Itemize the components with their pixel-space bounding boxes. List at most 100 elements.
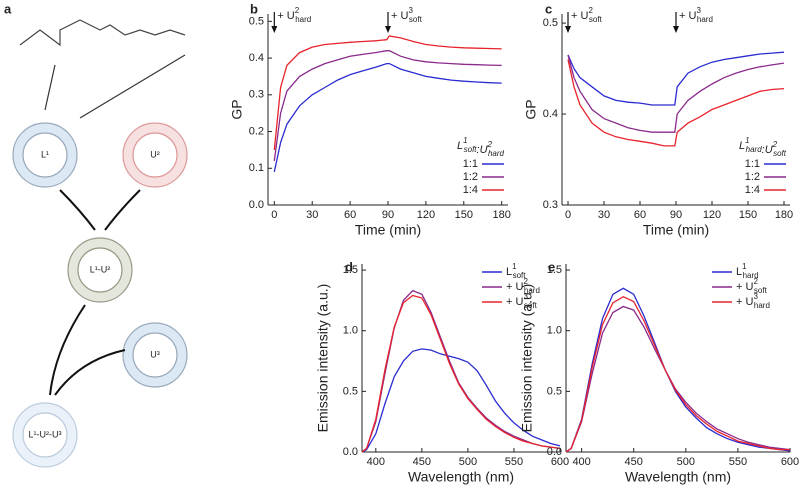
y-tick-label: 0.5 bbox=[249, 15, 264, 27]
label-sub: hard bbox=[754, 301, 770, 310]
y-tick-label: 1.0 bbox=[343, 325, 358, 337]
vesicle bbox=[132, 132, 178, 178]
x-tick-label: 0 bbox=[565, 209, 571, 221]
x-tick-label: 0 bbox=[271, 209, 277, 221]
label-sub: hard bbox=[697, 15, 713, 24]
label-part: L bbox=[739, 140, 745, 152]
label-sup: 2 bbox=[487, 140, 493, 149]
legend-label: + U2 hard bbox=[506, 277, 540, 295]
vesicle bbox=[132, 332, 178, 378]
vesicle bbox=[22, 412, 68, 458]
arrow bbox=[54, 349, 126, 396]
arrow-head bbox=[565, 26, 571, 33]
label-sub: soft bbox=[464, 145, 478, 154]
arrow bbox=[49, 304, 86, 396]
x-tick-label: 500 bbox=[677, 456, 695, 468]
series-line bbox=[273, 50, 502, 161]
y-tick-label: 1.5 bbox=[547, 264, 562, 276]
annotation: + U2 soft bbox=[571, 6, 603, 24]
molecule bbox=[19, 19, 186, 47]
y-tick-label: 0.0 bbox=[547, 446, 562, 458]
label-part: L bbox=[506, 266, 512, 278]
y-tick-label: 0.4 bbox=[543, 108, 558, 120]
series-line bbox=[567, 59, 785, 147]
label-sub: soft bbox=[589, 15, 603, 24]
y-tick-label: 0.2 bbox=[249, 125, 264, 137]
x-tick-label: 550 bbox=[505, 456, 523, 468]
label-sup: 1 bbox=[463, 136, 467, 145]
legend-label: 1:2 bbox=[745, 171, 760, 183]
label-part: + U bbox=[679, 10, 696, 22]
label-part: L bbox=[736, 266, 742, 278]
node-label: L¹ bbox=[41, 149, 49, 159]
legend-label: + U3 soft bbox=[506, 292, 538, 310]
label-sup: 2 bbox=[295, 6, 300, 15]
y-axis-label: GP bbox=[229, 99, 245, 119]
label-sub: hard bbox=[488, 149, 505, 158]
node-label: L¹-U²-U³ bbox=[29, 429, 62, 439]
y-tick-label: 0.1 bbox=[249, 162, 264, 174]
annotation: + U2 hard bbox=[277, 6, 311, 24]
label-part: + U bbox=[391, 10, 408, 22]
x-tick-label: 600 bbox=[781, 456, 799, 468]
label-sup: 3 bbox=[696, 6, 701, 15]
label-part: + U bbox=[736, 281, 753, 293]
arrow-head bbox=[673, 26, 679, 33]
panel-label: a bbox=[4, 1, 12, 16]
label-sup: 1 bbox=[512, 262, 517, 271]
x-axis-label: Time (min) bbox=[355, 222, 421, 238]
y-tick-label: 0.3 bbox=[249, 89, 264, 101]
label-sub: hard bbox=[743, 271, 759, 280]
y-axis-label: Emission intensity (a.u.) bbox=[519, 284, 535, 433]
series-line bbox=[567, 51, 785, 106]
series-line bbox=[565, 287, 791, 453]
panel-label: d bbox=[345, 259, 353, 274]
label-sup: 2 bbox=[772, 140, 778, 149]
series-line bbox=[273, 35, 502, 150]
label-sup: 1 bbox=[742, 262, 747, 271]
x-tick-label: 500 bbox=[459, 456, 477, 468]
x-tick-label: 180 bbox=[493, 209, 511, 221]
y-tick-label: 0.3 bbox=[543, 199, 558, 211]
legend-label: 1:4 bbox=[463, 184, 478, 196]
x-tick-label: 60 bbox=[344, 209, 356, 221]
annotation: + U3 soft bbox=[391, 6, 423, 24]
legend-label: 1:1 bbox=[463, 158, 478, 170]
label-sub: soft bbox=[773, 149, 787, 158]
label-part: + U bbox=[277, 10, 294, 22]
legend-label: 1:1 bbox=[745, 158, 760, 170]
label-part: L bbox=[457, 140, 463, 152]
label-sup: 2 bbox=[523, 277, 528, 286]
node-label: L¹-U² bbox=[90, 264, 111, 274]
label-sub: hard bbox=[746, 145, 763, 154]
label-part: :U bbox=[762, 144, 773, 156]
x-axis-label: Wavelength (nm) bbox=[408, 469, 514, 485]
label-sup: 2 bbox=[588, 6, 593, 15]
legend-label: 1:2 bbox=[463, 171, 478, 183]
x-axis-label: Wavelength (nm) bbox=[625, 469, 731, 485]
y-tick-label: 0.0 bbox=[343, 446, 358, 458]
label-part: + U bbox=[506, 281, 523, 293]
y-axis-label: Emission intensity (a.u.) bbox=[315, 284, 331, 433]
y-tick-label: 1.0 bbox=[547, 325, 562, 337]
x-tick-label: 450 bbox=[625, 456, 643, 468]
x-tick-label: 180 bbox=[775, 209, 793, 221]
series-line bbox=[361, 348, 561, 453]
x-tick-label: 550 bbox=[729, 456, 747, 468]
x-tick-label: 600 bbox=[551, 456, 569, 468]
y-tick-label: 0.4 bbox=[249, 52, 264, 64]
legend-title: L1 hard:U2 soft bbox=[739, 136, 787, 158]
x-axis-label: Time (min) bbox=[643, 222, 709, 238]
label-sub: soft bbox=[409, 15, 423, 24]
x-tick-label: 90 bbox=[382, 209, 394, 221]
legend-title: L1 soft:U2 hard bbox=[457, 136, 505, 158]
connector bbox=[44, 64, 56, 111]
annotation: + U3 hard bbox=[679, 6, 713, 24]
label-sub: soft bbox=[524, 301, 538, 310]
label-sup: 1 bbox=[745, 136, 749, 145]
series-line bbox=[567, 54, 785, 133]
connector bbox=[79, 54, 186, 119]
x-tick-label: 400 bbox=[367, 456, 385, 468]
legend-label: + U3 hard bbox=[736, 292, 770, 310]
panel-label: e bbox=[548, 259, 555, 274]
